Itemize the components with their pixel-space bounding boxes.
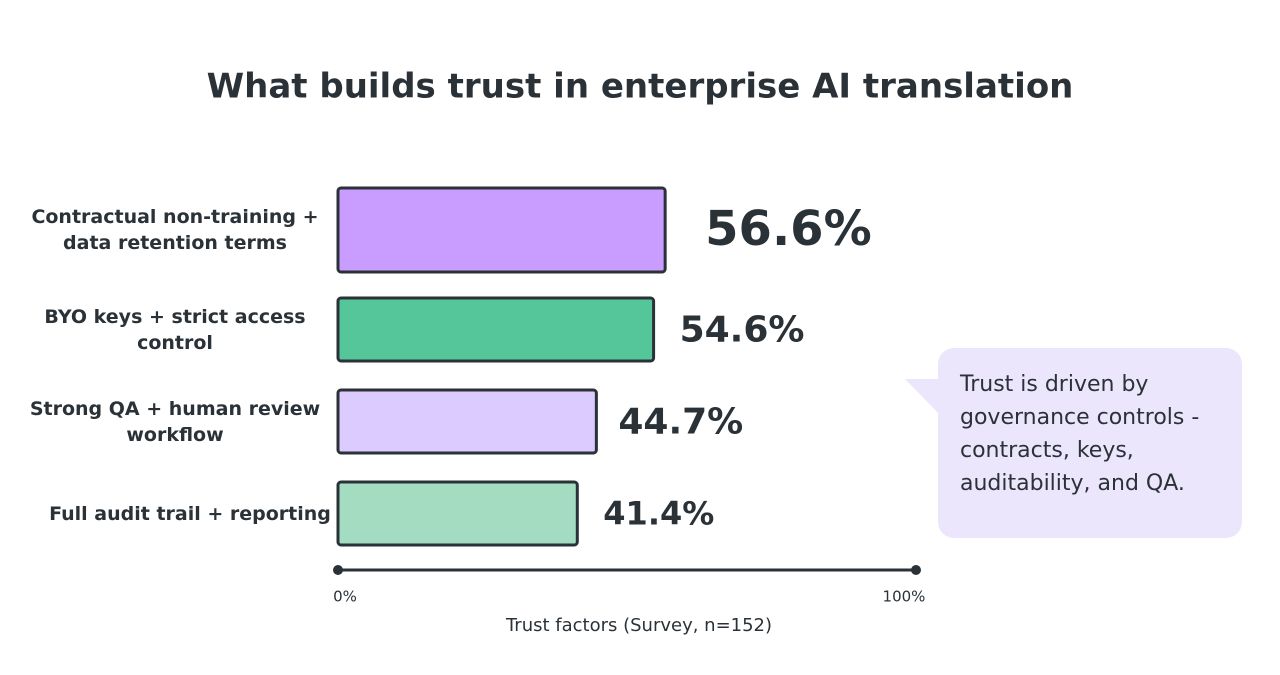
bar: [336, 186, 667, 274]
bar: [336, 296, 656, 363]
chart-title: What builds trust in enterprise AI trans…: [207, 67, 1074, 107]
x-axis-title: Trust factors (Survey, n=152): [505, 615, 772, 636]
x-tick-label: 0%: [333, 588, 357, 606]
x-tick-label: 100%: [883, 588, 926, 606]
category-label: Strong QA + human review workflow: [29, 397, 321, 446]
tick-mark: [911, 565, 921, 575]
value-label: 44.7%: [618, 402, 743, 443]
category-label: Contractual non-training + data retentio…: [31, 206, 319, 254]
tick-mark: [333, 565, 343, 575]
bar: [336, 480, 579, 547]
annotation: Trust is driven by governance controls -…: [938, 348, 1242, 538]
bar: [336, 388, 598, 455]
value-label: 54.6%: [680, 310, 805, 351]
value-label: 56.6%: [705, 201, 872, 257]
category-label: Full audit trail + reporting: [49, 502, 331, 525]
value-label: 41.4%: [603, 495, 714, 533]
category-label: BYO keys + strict access control: [44, 305, 306, 354]
callout-tail: [905, 379, 945, 420]
